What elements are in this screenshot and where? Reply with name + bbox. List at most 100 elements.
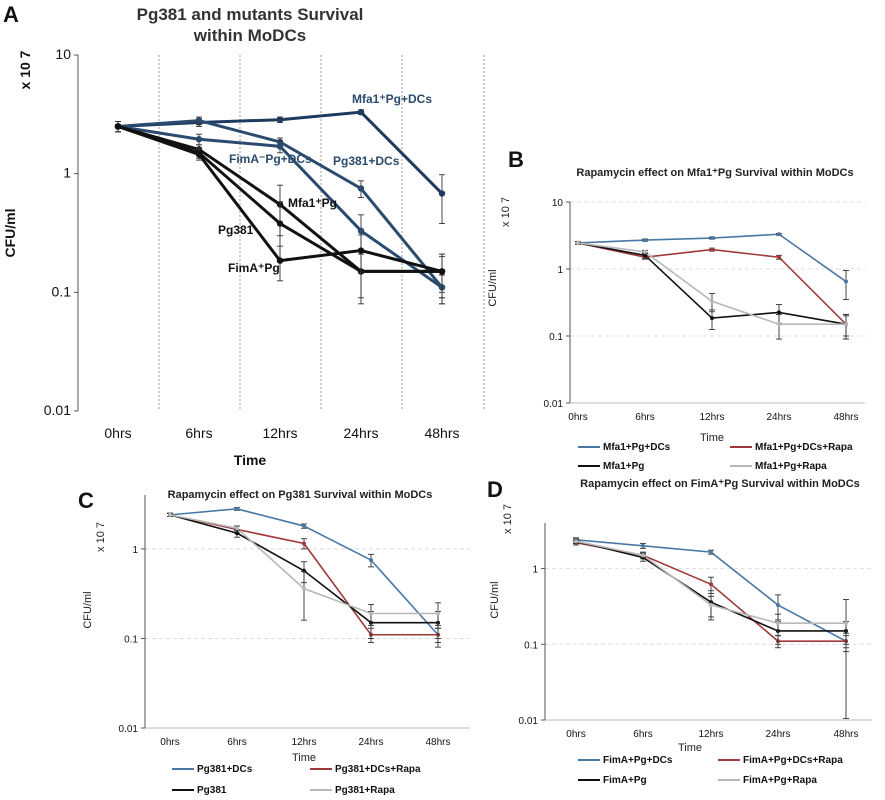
series-5 <box>114 121 446 299</box>
data-point <box>777 322 781 327</box>
data-point <box>709 582 713 587</box>
data-point <box>709 603 713 608</box>
x-tick-label: 6hrs <box>635 412 654 423</box>
data-point <box>710 247 714 252</box>
y-tick-label: 0.01 <box>119 724 139 735</box>
x-tick-label: 48hrs <box>833 412 858 423</box>
data-point <box>168 512 172 517</box>
x-tick-label: 12hrs <box>262 425 297 441</box>
y-tick-label: 0.1 <box>524 640 538 651</box>
chart-panel-d: D Rapamycin effect on FimA⁺Pg Survival wi… <box>487 477 872 786</box>
y-tick-label: 0.01 <box>44 402 71 418</box>
chart-title: Rapamycin effect on FimA⁺Pg Survival wit… <box>580 478 860 490</box>
data-point <box>235 506 239 511</box>
data-point <box>844 279 848 284</box>
data-point <box>195 151 203 158</box>
y-tick-label: 0.1 <box>52 283 72 299</box>
series-3 <box>167 512 441 629</box>
y-multiplier-label: x 10 7 <box>500 197 512 227</box>
y-tick-label: 10 <box>552 198 564 209</box>
data-point <box>776 621 780 626</box>
data-point <box>436 611 440 616</box>
x-tick-label: 0hrs <box>566 729 585 740</box>
data-point <box>643 249 647 254</box>
y-multiplier-label: x 10 7 <box>95 522 107 552</box>
data-point <box>844 322 848 327</box>
data-point <box>276 143 284 150</box>
legend-label: FimA+Pg+Rapa <box>743 775 817 786</box>
x-axis-label: Time <box>234 452 267 468</box>
x-tick-label: 24hrs <box>358 737 383 748</box>
x-tick-label: 6hrs <box>227 737 246 748</box>
x-tick-label: 12hrs <box>699 412 724 423</box>
data-point <box>710 299 714 304</box>
panel-letter: B <box>508 147 524 172</box>
chart-panel-a: A Pg381 and mutants Survival within MoDCs 1… <box>2 2 485 468</box>
y-multiplier-label: x 10 7 <box>17 50 33 89</box>
y-tick-label: 1 <box>532 565 538 576</box>
legend-label: Pg381+DCs <box>197 764 253 775</box>
panel-letter: A <box>3 2 19 27</box>
x-tick-label: 12hrs <box>698 729 723 740</box>
y-tick-label: 0.01 <box>544 399 564 410</box>
data-point <box>369 611 373 616</box>
y-tick-label: 0.1 <box>124 634 138 645</box>
data-point <box>777 255 781 260</box>
legend-label: Pg381+DCs+Rapa <box>335 764 421 775</box>
data-point <box>357 247 365 254</box>
data-point <box>438 190 446 197</box>
x-tick-label: 6hrs <box>633 729 652 740</box>
data-point <box>641 543 645 548</box>
data-point <box>276 220 284 227</box>
data-point <box>369 558 373 563</box>
legend-label: Mfa1+Pg+Rapa <box>755 461 827 472</box>
series-annotation: Mfa1⁺Pg <box>288 196 337 210</box>
data-point <box>777 310 781 315</box>
legend-label: FimA+Pg+DCs+Rapa <box>743 755 843 766</box>
x-tick-label: 0hrs <box>568 412 587 423</box>
series-annotation: Mfa1⁺Pg+DCs <box>352 92 432 106</box>
x-tick-label: 24hrs <box>765 729 790 740</box>
x-tick-label: 48hrs <box>833 729 858 740</box>
y-tick-label: 0.01 <box>519 716 539 727</box>
chart-panel-c: C Rapamycin effect on Pg381 Survival with… <box>78 488 470 796</box>
panel-letter: D <box>487 477 503 502</box>
y-axis-label: CFU/ml <box>489 581 501 618</box>
data-point <box>438 268 446 275</box>
data-point <box>710 236 714 241</box>
data-point <box>776 603 780 608</box>
x-tick-label: 24hrs <box>343 425 378 441</box>
series-annotation: FimA⁺Pg <box>228 261 280 275</box>
data-point <box>195 136 203 143</box>
y-tick-label: 1 <box>132 545 138 556</box>
x-tick-label: 48hrs <box>424 425 459 441</box>
data-point <box>357 185 365 192</box>
y-axis-label: CFU/ml <box>2 209 18 258</box>
series-0 <box>575 232 849 300</box>
legend-label: Mfa1+Pg+DCs+Rapa <box>755 442 853 453</box>
legend-label: FimA+Pg <box>603 775 647 786</box>
data-point <box>709 550 713 555</box>
data-point <box>235 526 239 531</box>
y-multiplier-label: x 10 7 <box>502 504 514 534</box>
series-3 <box>575 240 849 340</box>
x-tick-label: 0hrs <box>160 737 179 748</box>
y-tick-label: 1 <box>63 165 71 181</box>
legend-label: Mfa1+Pg+DCs <box>603 442 671 453</box>
x-tick-label: 6hrs <box>185 425 212 441</box>
chart-title-line: within MoDCs <box>193 26 306 45</box>
x-tick-label: 12hrs <box>291 737 316 748</box>
series-line <box>577 233 847 283</box>
data-point <box>643 238 647 243</box>
data-point <box>195 117 203 124</box>
legend-label: Mfa1+Pg <box>603 461 644 472</box>
data-point <box>357 108 365 116</box>
data-point <box>276 116 284 123</box>
data-point <box>641 553 645 558</box>
data-point <box>235 531 239 536</box>
data-point <box>114 123 122 130</box>
series-annotation: FimA⁻Pg+DCs <box>229 152 312 166</box>
data-point <box>576 240 580 245</box>
y-axis-label: CFU/ml <box>82 591 94 628</box>
chart-title-line: Pg381 and mutants Survival <box>137 5 364 24</box>
